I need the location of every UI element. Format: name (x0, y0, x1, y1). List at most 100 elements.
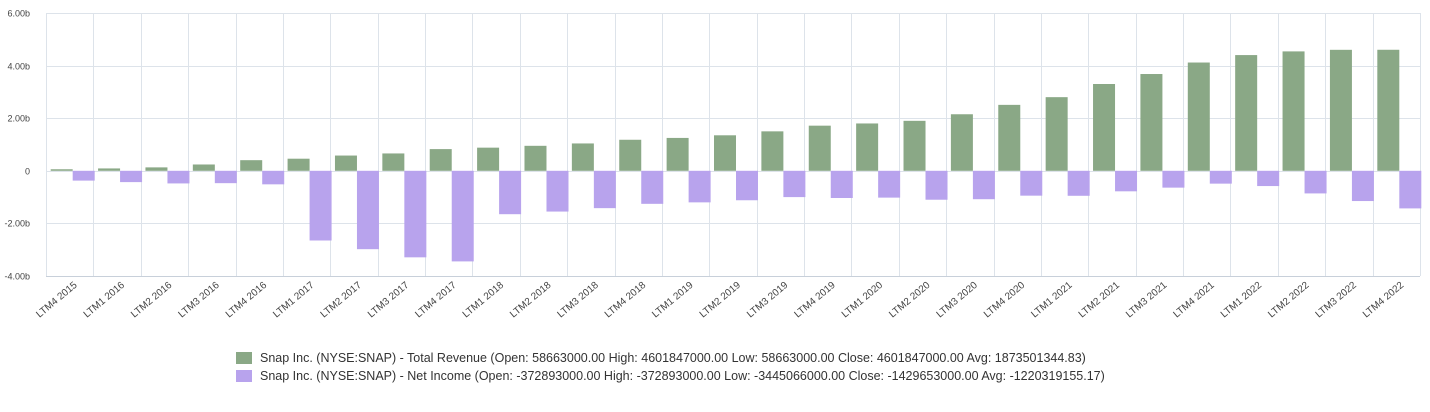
bar-net-income[interactable] (404, 170, 427, 258)
y-tick-label: 6.00b (7, 9, 30, 19)
x-tick-label: LTM3 2022 (1314, 280, 1360, 321)
x-tick-label: LTM4 2019 (792, 280, 838, 321)
bar-net-income[interactable] (1257, 170, 1280, 187)
y-tick-label: -2.00b (4, 219, 30, 229)
x-tick-label: LTM2 2021 (1077, 280, 1123, 321)
x-tick-label: LTM3 2018 (556, 280, 602, 321)
x-tick-label: LTM1 2018 (461, 280, 507, 321)
bar-net-income[interactable] (499, 170, 522, 215)
x-tick-label: LTM2 2022 (1266, 280, 1312, 321)
bar-net-income[interactable] (167, 170, 190, 184)
bar-net-income[interactable] (641, 170, 664, 204)
bar-total-revenue[interactable] (382, 153, 405, 171)
bar-net-income[interactable] (1399, 170, 1422, 209)
bar-net-income[interactable] (830, 170, 853, 198)
bar-total-revenue[interactable] (240, 160, 263, 171)
legend-item-net-income[interactable]: Snap Inc. (NYSE:SNAP) - Net Income (Open… (236, 367, 1105, 385)
bar-total-revenue[interactable] (998, 104, 1021, 171)
bar-net-income[interactable] (736, 170, 758, 201)
bar-chart: 6.00b 4.00b 2.00b 0 -2.00b -4.00b LTM4 2015 LTM… (4, 9, 1422, 321)
x-tick-label: LTM3 2017 (366, 280, 412, 321)
bar-net-income[interactable] (1115, 170, 1138, 192)
x-tick-label: LTM2 2016 (129, 280, 175, 321)
bar-net-income[interactable] (1351, 170, 1374, 202)
bar-total-revenue[interactable] (666, 137, 689, 171)
bar-total-revenue[interactable] (950, 114, 973, 171)
bar-net-income[interactable] (688, 170, 711, 203)
x-tick-label: LTM2 2020 (887, 280, 933, 321)
bar-total-revenue[interactable] (761, 131, 784, 171)
x-tick-label: LTM4 2022 (1361, 280, 1407, 321)
bar-net-income[interactable] (451, 170, 474, 262)
bar-total-revenue[interactable] (619, 139, 642, 171)
bar-net-income[interactable] (1304, 170, 1327, 194)
x-tick-label: LTM3 2020 (935, 280, 981, 321)
bar-total-revenue[interactable] (1093, 84, 1116, 171)
bar-net-income[interactable] (356, 170, 379, 250)
x-tick-label: LTM4 2015 (34, 280, 80, 321)
legend-swatch-net-income (236, 370, 252, 382)
bar-total-revenue[interactable] (714, 135, 736, 171)
bar-total-revenue[interactable] (524, 145, 547, 171)
bar-total-revenue[interactable] (1187, 62, 1210, 171)
y-tick-label: 2.00b (7, 114, 30, 124)
x-tick-label: LTM2 2017 (319, 280, 365, 321)
y-tick-label: 0 (25, 167, 30, 177)
bar-net-income[interactable] (925, 170, 948, 200)
bar-total-revenue[interactable] (1282, 51, 1305, 171)
bar-total-revenue[interactable] (192, 164, 215, 171)
x-tick-label: LTM3 2016 (177, 280, 223, 321)
x-tick-label: LTM4 2021 (1171, 280, 1217, 321)
x-tick-label: LTM4 2020 (982, 280, 1028, 321)
bar-total-revenue[interactable] (477, 147, 500, 171)
legend: Snap Inc. (NYSE:SNAP) - Total Revenue (O… (236, 349, 1105, 385)
bar-net-income[interactable] (972, 170, 995, 200)
bar-total-revenue[interactable] (571, 143, 594, 171)
bar-total-revenue[interactable] (334, 155, 357, 171)
bar-total-revenue[interactable] (1235, 55, 1258, 171)
x-tick-label: LTM1 2019 (650, 280, 696, 321)
bar-net-income[interactable] (1162, 170, 1185, 188)
bar-total-revenue[interactable] (50, 169, 73, 171)
bar-total-revenue[interactable] (808, 125, 831, 171)
legend-label-net-income: Snap Inc. (NYSE:SNAP) - Net Income (Open… (260, 369, 1105, 383)
bar-total-revenue[interactable] (287, 158, 310, 171)
x-tick-label: LTM3 2019 (745, 280, 791, 321)
x-tick-label: LTM2 2018 (508, 280, 554, 321)
bar-total-revenue[interactable] (429, 149, 452, 171)
legend-item-total-revenue[interactable]: Snap Inc. (NYSE:SNAP) - Total Revenue (O… (236, 349, 1105, 367)
bar-net-income[interactable] (309, 170, 332, 241)
y-tick-label: -4.00b (4, 272, 30, 282)
x-tick-label: LTM1 2022 (1219, 280, 1265, 321)
bar-total-revenue[interactable] (1329, 49, 1352, 171)
legend-label-total-revenue: Snap Inc. (NYSE:SNAP) - Total Revenue (O… (260, 351, 1086, 365)
x-tick-label: LTM3 2021 (1124, 280, 1170, 321)
bar-total-revenue[interactable] (1045, 97, 1068, 171)
legend-swatch-total-revenue (236, 352, 252, 364)
bar-total-revenue[interactable] (145, 167, 168, 171)
bar-net-income[interactable] (783, 170, 806, 198)
bar-net-income[interactable] (1020, 170, 1043, 196)
x-tick-label: LTM1 2017 (271, 280, 317, 321)
bar-total-revenue[interactable] (856, 123, 879, 171)
bar-net-income[interactable] (593, 170, 616, 209)
x-tick-label: LTM4 2017 (413, 280, 459, 321)
bar-total-revenue[interactable] (1140, 74, 1163, 171)
bar-total-revenue[interactable] (1377, 49, 1400, 171)
x-tick-label: LTM2 2019 (698, 280, 744, 321)
x-tick-label: LTM1 2020 (840, 280, 886, 321)
bar-net-income[interactable] (214, 170, 237, 184)
bar-total-revenue[interactable] (903, 120, 926, 171)
bar-net-income[interactable] (120, 170, 143, 183)
bar-total-revenue[interactable] (98, 168, 121, 171)
bar-net-income[interactable] (546, 170, 569, 212)
bar-net-income[interactable] (878, 170, 901, 198)
bar-net-income[interactable] (1209, 170, 1232, 184)
bar-net-income[interactable] (262, 170, 285, 185)
x-tick-label: LTM4 2018 (603, 280, 649, 321)
y-tick-label: 4.00b (7, 62, 30, 72)
bar-net-income[interactable] (72, 170, 95, 181)
bar-net-income[interactable] (1067, 170, 1090, 196)
x-tick-label: LTM1 2021 (1029, 280, 1075, 321)
